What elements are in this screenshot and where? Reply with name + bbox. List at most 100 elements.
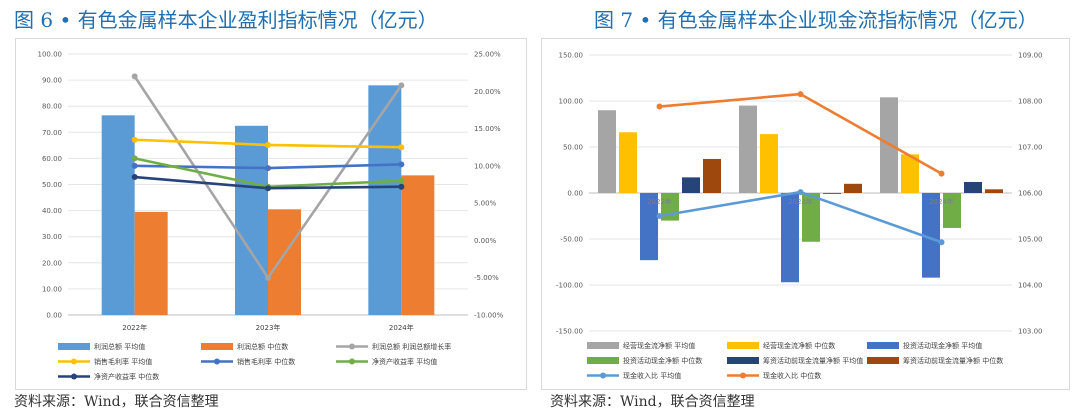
bar-s4-c0 — [682, 177, 700, 193]
x-category-label: 2022年 — [122, 323, 147, 332]
x-category-label: 2022年 — [647, 197, 672, 206]
y-left-tick: 50.00 — [563, 144, 583, 152]
point-s2-c2 — [398, 82, 405, 89]
y-left-tick: 40.00 — [42, 207, 62, 215]
y-right-tick: 107.00 — [1018, 144, 1043, 152]
legend-label-1: 利润总额 中位数 — [237, 342, 288, 351]
point-s2-c1 — [265, 274, 271, 281]
legend-swatch-1 — [727, 342, 759, 349]
bar-s1-c1 — [268, 209, 301, 315]
x-category-label: 2024年 — [929, 197, 954, 206]
y-left-tick: 100.00 — [38, 51, 63, 59]
point-s2-c0 — [131, 73, 138, 80]
legend-marker-5 — [349, 358, 355, 365]
bar-s0-c1 — [739, 105, 757, 193]
chart-6-source: 资料来源：Wind，联合资信整理 — [14, 394, 219, 410]
legend-marker-7 — [740, 372, 746, 379]
legend-marker-6 — [71, 373, 77, 380]
legend-swatch-2 — [867, 342, 899, 349]
chart-7-source: 资料来源：Wind，联合资信整理 — [550, 394, 755, 410]
chart-7-title: 图 7 • 有色金属样本企业现金流指标情况（亿元） — [594, 8, 1038, 32]
legend-label-5: 净资产收益率 平均值 — [372, 357, 437, 366]
bar-s5-c0 — [703, 158, 721, 193]
point-s6-c1 — [797, 189, 804, 196]
bar-s2-c2 — [922, 193, 940, 278]
point-s6-c2 — [938, 239, 945, 246]
bar-s2-c0 — [640, 193, 658, 261]
legend-label-4: 销售毛利率 中位数 — [237, 357, 295, 366]
y-right-tick: 109.00 — [1018, 52, 1043, 60]
y-left-tick: 70.00 — [42, 129, 62, 137]
y-right-tick: 15.00% — [474, 125, 501, 133]
legend-marker-6 — [600, 372, 606, 379]
chart-6-title: 图 6 • 有色金属样本企业盈利指标情况（亿元） — [14, 8, 438, 32]
point-s5-c0 — [131, 155, 138, 162]
y-right-tick: 5.00% — [474, 200, 497, 208]
line-7 — [659, 92, 943, 175]
point-s6-c2 — [398, 183, 405, 190]
legend-label-5: 筹资活动前现金流量净额 中位数 — [903, 356, 1003, 365]
bar-s3-c1 — [802, 193, 820, 242]
legend-swatch-3 — [587, 357, 619, 364]
legend-label-7: 现金收入比 中位数 — [763, 371, 821, 380]
legend-label-3: 销售毛利率 平均值 — [94, 357, 152, 366]
point-s4-c0 — [131, 162, 138, 169]
point-s6-c1 — [265, 185, 271, 192]
x-category-label: 2024年 — [389, 323, 414, 332]
x-category-label: 2023年 — [788, 197, 813, 206]
bar-s4-c2 — [964, 181, 982, 193]
legend-label-2: 利润总额 利润总额增长率 — [372, 342, 451, 351]
y-left-tick: -100.00 — [556, 282, 583, 290]
y-left-tick: 50.00 — [42, 181, 62, 189]
bar-s1-c1 — [760, 134, 778, 193]
point-s7-c1 — [797, 91, 804, 98]
y-left-tick: 150.00 — [559, 52, 584, 60]
point-s7-c0 — [656, 103, 663, 110]
point-s4-c2 — [398, 161, 405, 168]
y-right-tick: 10.00% — [474, 162, 501, 170]
y-left-tick: 60.00 — [42, 155, 62, 163]
profit-chart: 0.00 10.00 20.00 30.00 40.00 50.00 60.00 70.00 8… — [38, 51, 504, 382]
y-left-tick: 0.00 — [46, 312, 62, 320]
point-s6-c0 — [131, 174, 138, 181]
bar-s2-c1 — [781, 193, 799, 283]
y-left-tick: 10.00 — [42, 285, 62, 293]
legend-swatch-4 — [727, 357, 759, 364]
y-right-tick: 0.00% — [474, 237, 497, 245]
legend-label-6: 现金收入比 平均值 — [623, 371, 681, 380]
bar-s1-c2 — [401, 175, 435, 315]
point-s4-c1 — [265, 165, 271, 172]
point-s6-c0 — [656, 213, 663, 219]
x-category-label: 2023年 — [256, 323, 281, 332]
y-left-tick: 20.00 — [42, 259, 62, 267]
legend-label-1: 经营现金流净额 中位数 — [763, 341, 835, 350]
y-left-tick: 30.00 — [42, 233, 62, 241]
y-right-tick: 105.00 — [1018, 236, 1043, 244]
y-right-tick: -10.00% — [474, 312, 504, 320]
legend-label-2: 投资活动现金净额 平均值 — [903, 341, 982, 350]
y-right-tick: 25.00% — [474, 51, 501, 59]
bar-s0-c0 — [101, 115, 135, 316]
y-right-tick: 104.00 — [1018, 282, 1043, 290]
bar-s4-c1 — [823, 193, 841, 194]
bar-s0-c2 — [368, 85, 402, 315]
legend-label-4: 筹资活动前现金流量净额 平均值 — [763, 356, 863, 365]
cashflow-chart-frame: -150.00 -100.00 -50.00 0.00 50.00 100.00 150.0… — [541, 38, 1070, 390]
legend-marker-3 — [71, 358, 77, 365]
y-left-tick: 0.00 — [567, 190, 583, 198]
bar-s1-c0 — [134, 211, 168, 315]
point-s3-c0 — [131, 136, 138, 143]
y-left-tick: 100.00 — [559, 98, 584, 106]
y-left-tick: -150.00 — [556, 328, 583, 336]
y-left-tick: 90.00 — [42, 77, 62, 85]
y-right-tick: 103.00 — [1018, 328, 1043, 336]
point-s3-c1 — [265, 141, 271, 148]
y-left-tick: 80.00 — [42, 103, 62, 111]
bar-s0-c0 — [598, 110, 616, 193]
y-right-tick: 108.00 — [1018, 98, 1043, 106]
bar-s3-c2 — [943, 193, 961, 228]
legend-label-3: 投资活动现金净额 中位数 — [623, 356, 702, 365]
y-right-tick: 20.00% — [474, 88, 501, 96]
profit-chart-frame: 0.00 10.00 20.00 30.00 40.00 50.00 60.00 70.00 8… — [15, 38, 527, 390]
bar-s1-c0 — [619, 132, 637, 193]
